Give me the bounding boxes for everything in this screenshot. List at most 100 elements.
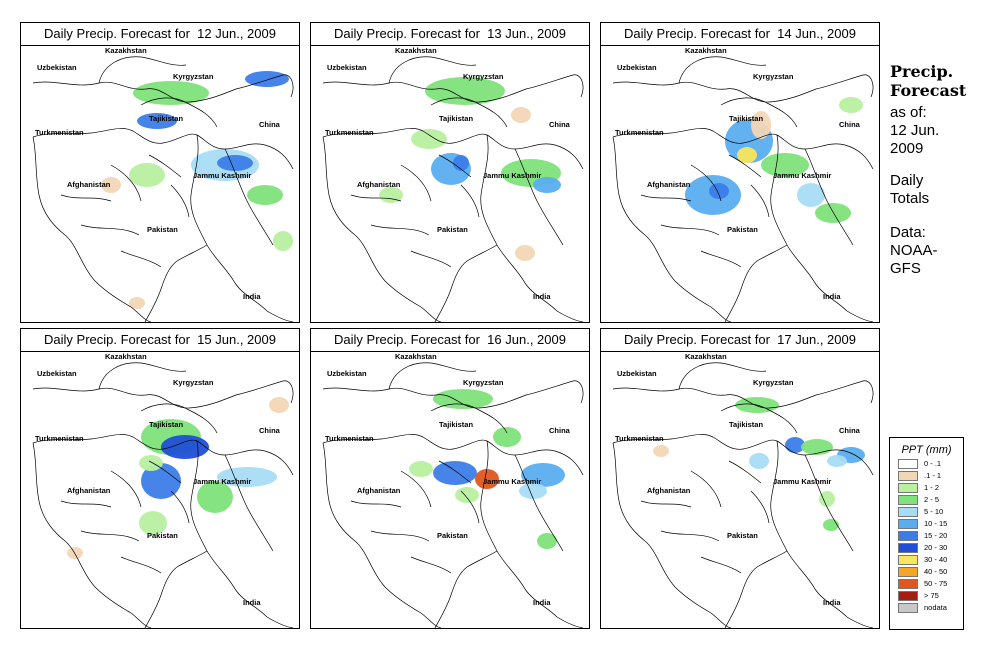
label-kyrgyzstan: Kyrgyzstan [173,72,214,81]
label-afghanistan: Afghanistan [357,180,401,189]
precip-area [749,453,769,469]
precip-area [129,163,165,187]
legend-label: > 75 [924,591,939,600]
label-kazakhstan: Kazakhstan [395,46,437,55]
label-uzbekistan: Uzbekistan [617,63,657,72]
label-tajikistan: Tajikistan [439,114,473,123]
precip-area [141,463,181,499]
forecast-panel-17-jun: Daily Precip. Forecast for 17 Jun., 2009… [600,328,880,629]
precip-area [823,519,839,531]
label-pakistan: Pakistan [147,531,178,540]
legend-swatch [898,543,918,553]
totals-line1: Daily [890,172,924,189]
legend-title: PPT (mm) [901,444,952,456]
precip-area [409,461,433,477]
legend-swatch [898,471,918,481]
legend-label: 30 - 40 [924,555,948,564]
legend-label: nodata [924,603,947,612]
legend-item: 1 - 2 [898,483,963,494]
label-kyrgyzstan: Kyrgyzstan [753,378,794,387]
precip-map: Uzbekistan Kazakhstan Kyrgyzstan Tajikistan… [21,45,299,322]
precip-area [217,467,277,487]
as-of-block: as of: 12 Jun. 2009 [890,104,980,158]
legend-item: 50 - 75 [898,579,963,590]
data-source-block: Data: NOAA- GFS [890,224,980,278]
label-turkmenistan: Turkmenistan [35,434,84,443]
precip-area [537,533,557,549]
legend-swatch [898,507,918,517]
label-kazakhstan: Kazakhstan [685,352,727,361]
label-kyrgyzstan: Kyrgyzstan [753,72,794,81]
precip-area [137,113,177,129]
label-kazakhstan: Kazakhstan [395,352,437,361]
label-india: India [243,292,261,301]
legend-item: nodata [898,603,963,614]
precip-area [815,203,851,223]
label-tajikistan: Tajikistan [729,420,763,429]
label-pakistan: Pakistan [727,225,758,234]
as-of-year: 2009 [890,140,924,157]
label-china: China [839,426,861,435]
panel-title: Daily Precip. Forecast for 15 Jun., 2009 [21,329,299,352]
precip-area [411,129,447,149]
legend-label: 2 - 5 [924,495,940,504]
label-china: China [549,426,571,435]
precip-area [101,177,121,193]
totals-line2: Totals [890,190,930,207]
precip-area [737,147,757,163]
legend-label: 40 - 50 [924,567,948,576]
label-jammu_kashmir: Jammu Kashmir [193,477,251,486]
legend-label: 15 - 20 [924,531,948,540]
label-china: China [259,426,281,435]
precip-area [67,547,83,559]
panel-title: Daily Precip. Forecast for 13 Jun., 2009 [311,23,589,46]
legend-swatch [898,567,918,577]
precip-area [709,183,729,199]
legend-label: 50 - 75 [924,579,948,588]
precip-area [475,469,499,489]
label-turkmenistan: Turkmenistan [35,128,84,137]
label-kazakhstan: Kazakhstan [105,352,147,361]
sidebar-title-line2: Forecast [890,81,967,100]
label-uzbekistan: Uzbekistan [37,369,77,378]
precip-area [455,487,479,503]
label-uzbekistan: Uzbekistan [327,63,367,72]
legend-item: 0 - .1 [898,459,963,470]
precip-area [839,97,863,113]
precip-area [511,107,531,123]
label-jammu_kashmir: Jammu Kashmir [483,477,541,486]
legend-swatch [898,579,918,589]
legend-swatch [898,459,918,469]
data-source-line2: NOAA- [890,242,938,259]
panel-title: Daily Precip. Forecast for 14 Jun., 2009 [601,23,879,46]
legend-item: 30 - 40 [898,555,963,566]
legend-item: 10 - 15 [898,519,963,530]
legend-item: 2 - 5 [898,495,963,506]
precip-map: Uzbekistan Kazakhstan Kyrgyzstan Tajikistan… [311,45,589,322]
label-kyrgyzstan: Kyrgyzstan [173,378,214,387]
precip-area [653,445,669,457]
label-china: China [839,120,861,129]
precip-area [425,77,505,105]
legend-item: 5 - 10 [898,507,963,518]
label-china: China [259,120,281,129]
data-source-line3: GFS [890,260,921,277]
forecast-panel-14-jun: Daily Precip. Forecast for 14 Jun., 2009… [600,22,880,323]
label-afghanistan: Afghanistan [647,486,691,495]
precip-map: Uzbekistan Kazakhstan Kyrgyzstan Tajikistan… [21,351,299,628]
forecast-panel-12-jun: Daily Precip. Forecast for 12 Jun., 2009… [20,22,300,323]
precip-area [493,427,521,447]
legend-label: 5 - 10 [924,507,944,516]
data-source-label: Data: [890,224,926,241]
label-india: India [533,598,551,607]
label-pakistan: Pakistan [727,531,758,540]
precip-area [433,389,493,409]
label-tajikistan: Tajikistan [729,114,763,123]
legend-label: 1 - 2 [924,483,940,492]
label-afghanistan: Afghanistan [67,486,111,495]
label-india: India [243,598,261,607]
label-turkmenistan: Turkmenistan [325,434,374,443]
label-kazakhstan: Kazakhstan [105,46,147,55]
precip-area [379,187,403,203]
label-kazakhstan: Kazakhstan [685,46,727,55]
